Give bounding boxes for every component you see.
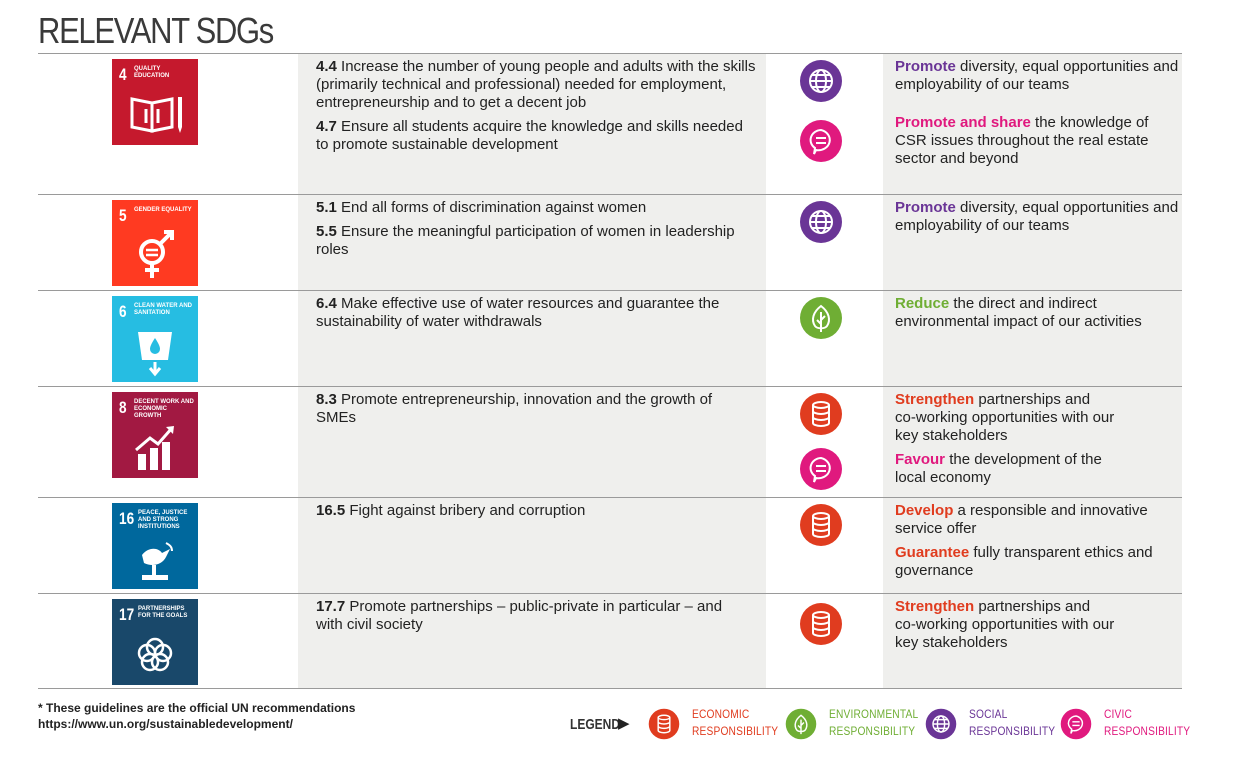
sdg-number: 6 xyxy=(119,302,127,321)
globe-icon xyxy=(925,708,957,740)
sdg-row: 5 GENDER EQUALITY 5.1 End all forms of d… xyxy=(38,194,1182,291)
sdg-row: 17 PARTNERSHIPS FOR THE GOALS 17.7 Promo… xyxy=(38,593,1182,689)
sdg-tile: 4 QUALITY EDUCATION xyxy=(112,59,198,145)
targets-list: 5.1 End all forms of discrimination agai… xyxy=(316,199,756,265)
sdg-row: 4 QUALITY EDUCATION 4.4 Increase the num… xyxy=(38,53,1182,195)
sdg-label: PARTNERSHIPS FOR THE GOALS xyxy=(138,606,188,619)
target-item: 5.1 End all forms of discrimination agai… xyxy=(316,199,647,216)
legend: LEGEND ▶ ECONOMIC RESPONSIBILITY ENVIRONM… xyxy=(570,704,1190,744)
globe-icon xyxy=(800,60,842,102)
sdg-tile: 16 PEACE, JUSTICE AND STRONG INSTITUTION… xyxy=(112,503,198,589)
commitments-list: Develop a responsible and innovative ser… xyxy=(895,502,1180,586)
legend-text: ECONOMIC RESPONSIBILITY xyxy=(692,707,779,738)
sdg-number: 5 xyxy=(119,206,127,225)
footnote-text: * These guidelines are the official UN r… xyxy=(38,701,356,715)
targets-background xyxy=(298,387,766,498)
targets-background xyxy=(298,54,766,195)
target-item: 4.4 Increase the number of young people … xyxy=(316,58,756,111)
dove-gavel-icon xyxy=(142,542,173,580)
sdg-number: 17 xyxy=(119,605,135,624)
commitments-list: Strengthen partnerships and co-working o… xyxy=(895,598,1115,658)
commitments-background xyxy=(883,291,1182,387)
sdg-label: CLEAN WATER AND SANITATION xyxy=(134,303,192,316)
sdg-number: 16 xyxy=(119,509,135,528)
targets-background xyxy=(298,594,766,689)
sdg-label: QUALITY EDUCATION xyxy=(134,66,170,79)
sdg-tile: 6 CLEAN WATER AND SANITATION xyxy=(112,296,198,382)
speech-bubble-icon xyxy=(1060,708,1092,740)
commitment-item: Promote and share the knowledge of CSR i… xyxy=(895,114,1149,167)
commitments-background xyxy=(883,195,1182,291)
linked-rings-icon xyxy=(137,637,173,672)
commitments-background xyxy=(883,498,1182,594)
legend-text: ENVIRONMENTAL RESPONSIBILITY xyxy=(829,707,919,738)
coin-stack-icon xyxy=(800,393,842,435)
gender-symbol-icon xyxy=(139,230,174,278)
targets-list: 16.5 Fight against bribery and corruptio… xyxy=(316,502,756,526)
table-bottom-divider xyxy=(38,688,1182,689)
sdg-tile: 5 GENDER EQUALITY xyxy=(112,200,198,286)
sdg-tile: 17 PARTNERSHIPS FOR THE GOALS xyxy=(112,599,198,685)
commitments-background xyxy=(883,54,1182,195)
sdg-row: 16 PEACE, JUSTICE AND STRONG INSTITUTION… xyxy=(38,497,1182,594)
sdg-row: 6 CLEAN WATER AND SANITATION 6.4 Make ef… xyxy=(38,290,1182,387)
water-glass-icon xyxy=(138,332,172,377)
coin-stack-icon xyxy=(800,504,842,546)
targets-list: 6.4 Make effective use of water resource… xyxy=(316,295,756,337)
legend-arrow-icon: ▶ xyxy=(618,715,630,732)
commitment-item: Develop a responsible and innovative ser… xyxy=(895,502,1148,537)
commitment-item: Guarantee fully transparent ethics and g… xyxy=(895,544,1153,579)
target-item: 4.7 Ensure all students acquire the know… xyxy=(316,118,743,153)
legend-text: CIVIC RESPONSIBILITY xyxy=(1104,707,1191,738)
targets-background xyxy=(298,291,766,387)
growth-chart-icon xyxy=(135,426,174,470)
sdg-label: GENDER EQUALITY xyxy=(134,207,192,213)
commitment-item: Strengthen partnerships and co-working o… xyxy=(895,598,1115,651)
commitment-item: Strengthen partnerships and co-working o… xyxy=(895,391,1115,444)
targets-list: 17.7 Promote partnerships – public-priva… xyxy=(316,598,736,640)
sdg-label: PEACE, JUSTICE AND STRONG INSTITUTIONS xyxy=(138,510,188,530)
commitments-background xyxy=(883,387,1182,498)
commitment-item: Favour the development of the local econ… xyxy=(895,451,1102,486)
sdg-row: 8 DECENT WORK AND ECONOMIC GROWTH 8.3 Pr… xyxy=(38,386,1182,498)
sdg-number: 4 xyxy=(119,65,127,84)
globe-icon xyxy=(800,201,842,243)
commitment-item: Reduce the direct and indirect environme… xyxy=(895,295,1142,330)
page-title: RELEVANT SDGs xyxy=(38,10,274,51)
commitments-list: Reduce the direct and indirect environme… xyxy=(895,295,1180,337)
leaf-icon xyxy=(785,708,817,740)
commitments-list: Promote diversity, equal opportunities a… xyxy=(895,199,1180,241)
footnote-link[interactable]: https://www.un.org/sustainabledevelopmen… xyxy=(38,717,293,731)
sdg-number: 8 xyxy=(119,398,127,417)
target-item: 8.3 Promote entrepreneurship, innovation… xyxy=(316,391,713,426)
legend-label: LEGEND xyxy=(570,716,621,733)
targets-list: 4.4 Increase the number of young people … xyxy=(316,58,756,160)
sdg-tile: 8 DECENT WORK AND ECONOMIC GROWTH xyxy=(112,392,198,478)
target-item: 17.7 Promote partnerships – public-priva… xyxy=(316,598,723,633)
coin-stack-icon xyxy=(648,708,680,740)
sdg-label: DECENT WORK AND ECONOMIC GROWTH xyxy=(134,399,194,419)
target-item: 5.5 Ensure the meaningful participation … xyxy=(316,223,735,258)
speech-bubble-icon xyxy=(800,448,842,490)
commitments-list: Strengthen partnerships and co-working o… xyxy=(895,391,1115,493)
speech-bubble-icon xyxy=(800,120,842,162)
commitments-list: Promote diversity, equal opportunities a… xyxy=(895,58,1180,174)
book-pencil-icon xyxy=(130,97,182,133)
footnote: * These guidelines are the official UN r… xyxy=(38,700,355,732)
targets-background xyxy=(298,498,766,594)
targets-background xyxy=(298,195,766,291)
commitment-item: Promote diversity, equal opportunities a… xyxy=(895,199,1179,234)
target-item: 16.5 Fight against bribery and corruptio… xyxy=(316,502,586,519)
commitment-item: Promote diversity, equal opportunities a… xyxy=(895,58,1179,93)
target-item: 6.4 Make effective use of water resource… xyxy=(316,295,720,330)
commitments-background xyxy=(883,594,1182,689)
leaf-icon xyxy=(800,297,842,339)
targets-list: 8.3 Promote entrepreneurship, innovation… xyxy=(316,391,756,433)
coin-stack-icon xyxy=(800,603,842,645)
legend-text: SOCIAL RESPONSIBILITY xyxy=(969,707,1056,738)
